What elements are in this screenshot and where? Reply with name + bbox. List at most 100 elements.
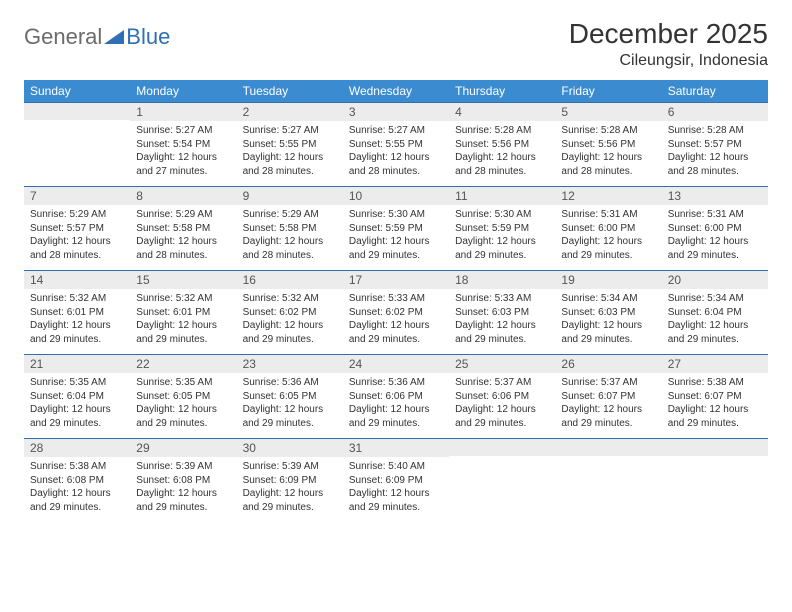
daylight-line: Daylight: 12 hours and 29 minutes. [30, 487, 124, 514]
calendar-day-cell: 31Sunrise: 5:40 AMSunset: 6:09 PMDayligh… [343, 438, 449, 522]
calendar-day-cell: 10Sunrise: 5:30 AMSunset: 5:59 PMDayligh… [343, 186, 449, 270]
sunrise-line: Sunrise: 5:30 AM [455, 208, 549, 222]
sunset-line: Sunset: 6:05 PM [136, 390, 230, 404]
sunrise-line: Sunrise: 5:33 AM [455, 292, 549, 306]
day-body [449, 456, 555, 518]
daylight-line: Daylight: 12 hours and 29 minutes. [561, 235, 655, 262]
day-body: Sunrise: 5:27 AMSunset: 5:54 PMDaylight:… [130, 121, 236, 186]
calendar-day-cell: 27Sunrise: 5:38 AMSunset: 6:07 PMDayligh… [662, 354, 768, 438]
sunrise-line: Sunrise: 5:31 AM [561, 208, 655, 222]
day-body: Sunrise: 5:36 AMSunset: 6:05 PMDaylight:… [237, 373, 343, 438]
day-body: Sunrise: 5:28 AMSunset: 5:56 PMDaylight:… [555, 121, 661, 186]
weekday-header: Wednesday [343, 80, 449, 102]
day-number: 12 [555, 186, 661, 205]
day-number: 15 [130, 270, 236, 289]
sunrise-line: Sunrise: 5:39 AM [136, 460, 230, 474]
day-number: 5 [555, 102, 661, 121]
day-number: 28 [24, 438, 130, 457]
day-body: Sunrise: 5:30 AMSunset: 5:59 PMDaylight:… [343, 205, 449, 270]
day-number: 25 [449, 354, 555, 373]
sunset-line: Sunset: 5:58 PM [243, 222, 337, 236]
daylight-line: Daylight: 12 hours and 29 minutes. [136, 487, 230, 514]
weekday-header: Thursday [449, 80, 555, 102]
sunset-line: Sunset: 6:08 PM [136, 474, 230, 488]
calendar-table: SundayMondayTuesdayWednesdayThursdayFrid… [24, 80, 768, 522]
day-body: Sunrise: 5:38 AMSunset: 6:07 PMDaylight:… [662, 373, 768, 438]
calendar-day-cell [662, 438, 768, 522]
calendar-week-row: 21Sunrise: 5:35 AMSunset: 6:04 PMDayligh… [24, 354, 768, 438]
weekday-header-row: SundayMondayTuesdayWednesdayThursdayFrid… [24, 80, 768, 102]
daylight-line: Daylight: 12 hours and 28 minutes. [243, 151, 337, 178]
header: General Blue December 2025 Cileungsir, I… [24, 18, 768, 70]
logo-text-general: General [24, 24, 102, 50]
day-body: Sunrise: 5:34 AMSunset: 6:04 PMDaylight:… [662, 289, 768, 354]
day-number: 14 [24, 270, 130, 289]
daylight-line: Daylight: 12 hours and 29 minutes. [136, 403, 230, 430]
sunset-line: Sunset: 5:55 PM [243, 138, 337, 152]
day-body: Sunrise: 5:36 AMSunset: 6:06 PMDaylight:… [343, 373, 449, 438]
day-number: 7 [24, 186, 130, 205]
calendar-day-cell: 16Sunrise: 5:32 AMSunset: 6:02 PMDayligh… [237, 270, 343, 354]
day-number: 26 [555, 354, 661, 373]
calendar-day-cell: 23Sunrise: 5:36 AMSunset: 6:05 PMDayligh… [237, 354, 343, 438]
day-body: Sunrise: 5:39 AMSunset: 6:09 PMDaylight:… [237, 457, 343, 522]
sunset-line: Sunset: 5:56 PM [561, 138, 655, 152]
sunset-line: Sunset: 6:02 PM [243, 306, 337, 320]
sunrise-line: Sunrise: 5:27 AM [136, 124, 230, 138]
calendar-day-cell: 2Sunrise: 5:27 AMSunset: 5:55 PMDaylight… [237, 102, 343, 186]
calendar-day-cell: 9Sunrise: 5:29 AMSunset: 5:58 PMDaylight… [237, 186, 343, 270]
logo: General Blue [24, 18, 170, 50]
sunset-line: Sunset: 5:59 PM [349, 222, 443, 236]
calendar-day-cell: 5Sunrise: 5:28 AMSunset: 5:56 PMDaylight… [555, 102, 661, 186]
day-number: 2 [237, 102, 343, 121]
daylight-line: Daylight: 12 hours and 29 minutes. [455, 319, 549, 346]
calendar-week-row: 7Sunrise: 5:29 AMSunset: 5:57 PMDaylight… [24, 186, 768, 270]
daylight-line: Daylight: 12 hours and 29 minutes. [561, 319, 655, 346]
sunrise-line: Sunrise: 5:30 AM [349, 208, 443, 222]
title-block: December 2025 Cileungsir, Indonesia [569, 18, 768, 70]
sunrise-line: Sunrise: 5:33 AM [349, 292, 443, 306]
sunset-line: Sunset: 6:04 PM [30, 390, 124, 404]
day-number: 11 [449, 186, 555, 205]
sunrise-line: Sunrise: 5:37 AM [455, 376, 549, 390]
day-number: 3 [343, 102, 449, 121]
day-body: Sunrise: 5:29 AMSunset: 5:58 PMDaylight:… [130, 205, 236, 270]
daylight-line: Daylight: 12 hours and 29 minutes. [668, 403, 762, 430]
day-body: Sunrise: 5:37 AMSunset: 6:06 PMDaylight:… [449, 373, 555, 438]
day-body: Sunrise: 5:29 AMSunset: 5:57 PMDaylight:… [24, 205, 130, 270]
day-number: 21 [24, 354, 130, 373]
daylight-line: Daylight: 12 hours and 28 minutes. [349, 151, 443, 178]
day-body: Sunrise: 5:32 AMSunset: 6:01 PMDaylight:… [24, 289, 130, 354]
daylight-line: Daylight: 12 hours and 29 minutes. [349, 235, 443, 262]
sunset-line: Sunset: 6:08 PM [30, 474, 124, 488]
weekday-header: Tuesday [237, 80, 343, 102]
calendar-day-cell [24, 102, 130, 186]
calendar-day-cell: 15Sunrise: 5:32 AMSunset: 6:01 PMDayligh… [130, 270, 236, 354]
sunset-line: Sunset: 6:03 PM [455, 306, 549, 320]
calendar-day-cell: 28Sunrise: 5:38 AMSunset: 6:08 PMDayligh… [24, 438, 130, 522]
day-body: Sunrise: 5:31 AMSunset: 6:00 PMDaylight:… [662, 205, 768, 270]
sunset-line: Sunset: 5:57 PM [668, 138, 762, 152]
daylight-line: Daylight: 12 hours and 29 minutes. [136, 319, 230, 346]
day-number: 30 [237, 438, 343, 457]
day-number: 9 [237, 186, 343, 205]
day-number [449, 438, 555, 456]
calendar-day-cell: 21Sunrise: 5:35 AMSunset: 6:04 PMDayligh… [24, 354, 130, 438]
daylight-line: Daylight: 12 hours and 28 minutes. [561, 151, 655, 178]
day-body [662, 456, 768, 518]
calendar-page: General Blue December 2025 Cileungsir, I… [0, 0, 792, 540]
day-number: 17 [343, 270, 449, 289]
sunrise-line: Sunrise: 5:29 AM [136, 208, 230, 222]
sunset-line: Sunset: 5:59 PM [455, 222, 549, 236]
calendar-day-cell: 11Sunrise: 5:30 AMSunset: 5:59 PMDayligh… [449, 186, 555, 270]
logo-text-blue: Blue [126, 24, 170, 50]
sunset-line: Sunset: 5:56 PM [455, 138, 549, 152]
sunset-line: Sunset: 5:55 PM [349, 138, 443, 152]
daylight-line: Daylight: 12 hours and 28 minutes. [668, 151, 762, 178]
day-number: 10 [343, 186, 449, 205]
daylight-line: Daylight: 12 hours and 29 minutes. [349, 487, 443, 514]
sunrise-line: Sunrise: 5:38 AM [668, 376, 762, 390]
day-body: Sunrise: 5:27 AMSunset: 5:55 PMDaylight:… [237, 121, 343, 186]
day-number: 24 [343, 354, 449, 373]
sunset-line: Sunset: 6:09 PM [243, 474, 337, 488]
